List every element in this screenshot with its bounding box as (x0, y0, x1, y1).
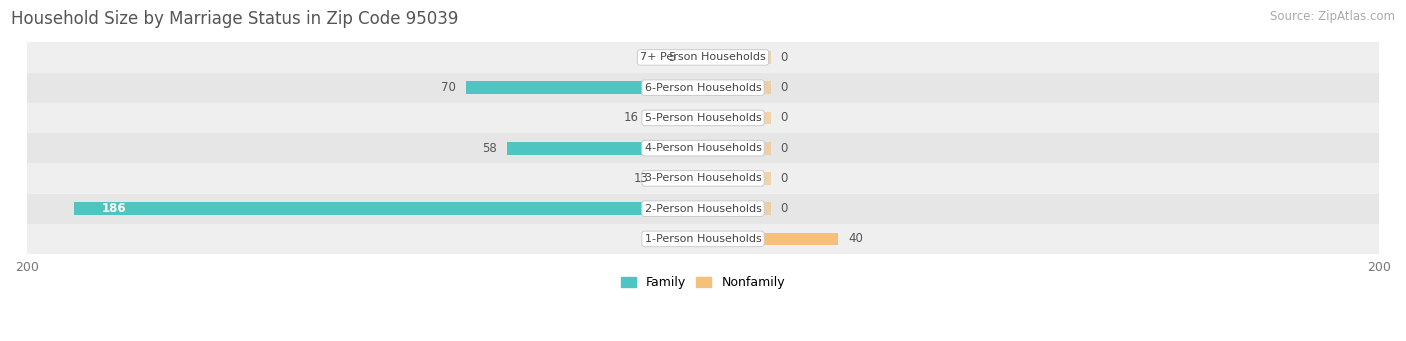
Bar (686, 51, 703, 64)
Text: 1-Person Households: 1-Person Households (644, 234, 762, 244)
Text: 6-Person Households: 6-Person Households (644, 83, 762, 93)
Text: 16: 16 (624, 112, 638, 124)
Text: Household Size by Marriage Status in Zip Code 95039: Household Size by Marriage Status in Zip… (11, 10, 458, 28)
Bar (703, 233, 838, 245)
Bar (703, 81, 770, 94)
Text: 40: 40 (848, 233, 863, 246)
Text: 7+ Person Households: 7+ Person Households (640, 53, 766, 62)
Text: 186: 186 (101, 202, 127, 215)
Bar (27, 133, 1379, 163)
Text: 5-Person Households: 5-Person Households (644, 113, 762, 123)
Text: 2-Person Households: 2-Person Households (644, 204, 762, 214)
Text: 13: 13 (634, 172, 650, 185)
Text: 0: 0 (780, 81, 789, 94)
Text: 4-Person Households: 4-Person Households (644, 143, 762, 153)
Text: 0: 0 (780, 51, 789, 64)
Bar (703, 172, 770, 185)
Text: 0: 0 (780, 172, 789, 185)
Bar (467, 81, 703, 94)
Bar (27, 73, 1379, 103)
Bar (508, 142, 703, 154)
Bar (703, 112, 770, 124)
Text: 58: 58 (482, 142, 496, 155)
Text: 5: 5 (669, 51, 676, 64)
Text: 0: 0 (780, 142, 789, 155)
Text: 3-Person Households: 3-Person Households (644, 174, 762, 183)
Bar (659, 172, 703, 185)
Bar (75, 202, 703, 215)
Bar (27, 103, 1379, 133)
Bar (703, 202, 770, 215)
Bar (27, 42, 1379, 73)
Legend: Family, Nonfamily: Family, Nonfamily (616, 271, 790, 294)
Text: Source: ZipAtlas.com: Source: ZipAtlas.com (1270, 10, 1395, 23)
Text: 70: 70 (441, 81, 456, 94)
Bar (27, 224, 1379, 254)
Bar (703, 51, 770, 64)
Bar (27, 194, 1379, 224)
Bar (27, 163, 1379, 194)
Text: 0: 0 (780, 112, 789, 124)
Text: 0: 0 (780, 202, 789, 215)
Bar (703, 142, 770, 154)
Bar (650, 112, 703, 124)
